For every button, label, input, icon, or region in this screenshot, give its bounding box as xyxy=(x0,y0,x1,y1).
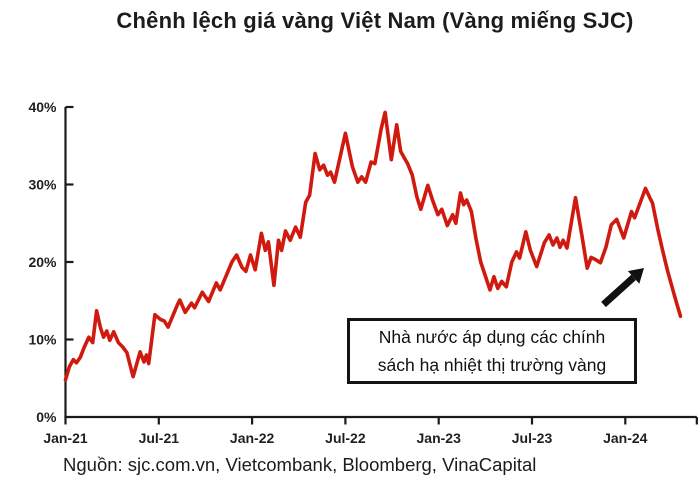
x-tick-label: Jul-21 xyxy=(139,430,180,446)
y-tick-label: 20% xyxy=(28,254,57,270)
y-tick-label: 40% xyxy=(28,99,57,115)
x-tick-label: Jan-21 xyxy=(43,430,88,446)
premium-line-series xyxy=(63,110,683,382)
x-tick-label: Jan-23 xyxy=(417,430,462,446)
y-tick-label: 0% xyxy=(36,409,57,425)
annotation-line-1: Nhà nước áp dụng các chính xyxy=(378,327,606,347)
x-axis-ticks: Jan-21 Jul-21 Jan-22 Jul-22 Jan-23 Jul-23 Jan-… xyxy=(43,417,698,446)
page-title: Chênh lệch giá vàng Việt Nam (Vàng miếng… xyxy=(116,8,634,33)
annotation-box: Nhà nước áp dụng các chính sách hạ nhiệt… xyxy=(347,318,637,384)
x-tick-label: Jan-22 xyxy=(230,430,275,446)
annotation-arrow-icon xyxy=(601,268,644,308)
annotation-line-2: sách hạ nhiệt thị trường vàng xyxy=(377,355,607,375)
x-tick-label: Jul-22 xyxy=(325,430,366,446)
y-tick-label: 10% xyxy=(28,332,57,348)
y-tick-label: 30% xyxy=(28,177,57,193)
premium-line xyxy=(63,110,683,382)
y-axis-ticks: 0% 10% 20% 30% 40% xyxy=(28,99,74,425)
x-tick-label: Jul-23 xyxy=(512,430,553,446)
source-note: Nguồn: sjc.com.vn, Vietcombank, Bloomber… xyxy=(63,454,537,475)
x-tick-label: Jan-24 xyxy=(603,430,648,446)
